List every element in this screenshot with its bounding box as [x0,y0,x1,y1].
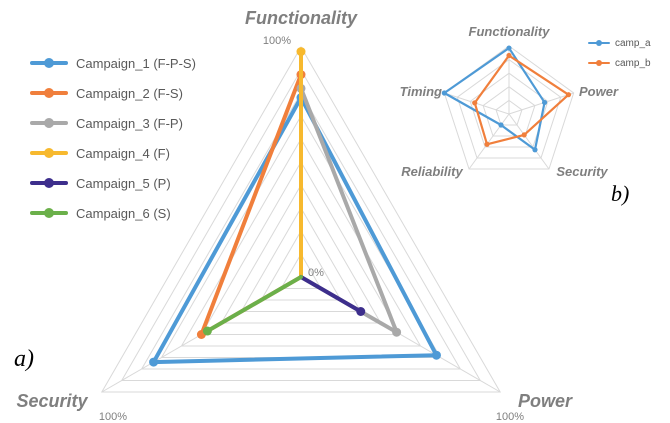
axis-label: Power [579,84,619,99]
data-point [521,132,527,138]
data-point [506,45,512,51]
grid-ring [140,91,462,370]
grid-ring [495,99,523,126]
data-point [356,307,366,316]
legend-swatch [30,178,68,188]
axis-label: Functionality [469,24,551,39]
grid-ring [280,252,322,289]
series-campaign_6 [202,275,303,336]
data-point [149,357,159,367]
axis-label: Security [16,391,88,411]
axis-label: Timing [400,84,442,99]
data-point [532,147,538,153]
legend-label: Campaign_1 (F-P-S) [76,55,196,71]
legend-swatch [30,88,68,98]
radar-chart-a: Functionality Power Security 100% 100% 100% 0% [16,8,573,423]
legend-label: camp_b [615,57,651,69]
series-campaign_5 [299,275,366,316]
legend-a-item: Campaign_6 (S) [30,198,240,228]
axis-spoke [508,113,550,170]
axis-label: Power [518,391,573,411]
data-point [441,90,447,96]
legend-label: Campaign_6 (S) [76,205,171,221]
axis-max-label: 100% [99,411,127,423]
center-label: 0% [308,267,324,279]
legend-a-item: Campaign_3 (F-P) [30,108,240,138]
panel-label-b: b) [611,181,629,206]
legend-swatch [30,208,68,218]
legend-b-item: camp_b [588,53,668,73]
grid-ring [120,69,482,381]
axis-label: Reliability [401,164,463,179]
grid-ring [482,86,536,137]
series-campaign_3 [296,83,402,337]
grid-ring [200,161,402,335]
legend-label: Campaign_2 (F-S) [76,85,183,101]
grid-ring [260,229,342,301]
legend-label: Campaign_4 (F) [76,145,170,161]
legend-label: camp_a [615,37,651,49]
radar-chart-b: Functionality Power Security Reliability Tim… [400,24,619,179]
legend-swatch [588,60,610,66]
data-point [472,100,478,106]
data-point [202,326,212,336]
legend-swatch [588,40,610,46]
axis-max-label: 100% [263,35,291,47]
legend-label: Campaign_3 (F-P) [76,115,183,131]
grid-ring [240,207,362,312]
legend-a-item: Campaign_1 (F-P-S) [30,48,240,78]
data-point [506,52,512,59]
data-point [431,350,441,360]
legend-a: Campaign_1 (F-P-S) Campaign_2 (F-S) Campai… [30,48,240,228]
legend-a-item: Campaign_5 (P) [30,168,240,198]
legend-label: Campaign_5 (P) [76,175,171,191]
data-point [565,92,572,98]
series-line [151,95,439,365]
axis-spoke [508,92,574,115]
data-point [392,327,402,337]
legend-b: camp_a camp_b [588,33,668,73]
legend-a-item: Campaign_2 (F-S) [30,78,240,108]
data-point [541,99,548,106]
data-point [296,47,306,57]
data-point [498,122,504,128]
axis-label: Functionality [245,8,358,28]
grid-ring [456,58,562,159]
series-line [473,54,570,146]
legend-a-item: Campaign_4 (F) [30,138,240,168]
panel-label-a: a) [14,346,34,372]
series-camp_b [472,52,572,147]
legend-b-item: camp_a [588,33,668,53]
legend-swatch [30,58,68,68]
axis-max-label: 100% [496,411,524,423]
series-campaign_1 [149,93,441,367]
legend-swatch [30,148,68,158]
legend-swatch [30,118,68,128]
grid-ring [100,46,502,393]
axis-label: Security [556,164,608,179]
data-point [484,141,490,147]
grid-ring [220,184,382,324]
